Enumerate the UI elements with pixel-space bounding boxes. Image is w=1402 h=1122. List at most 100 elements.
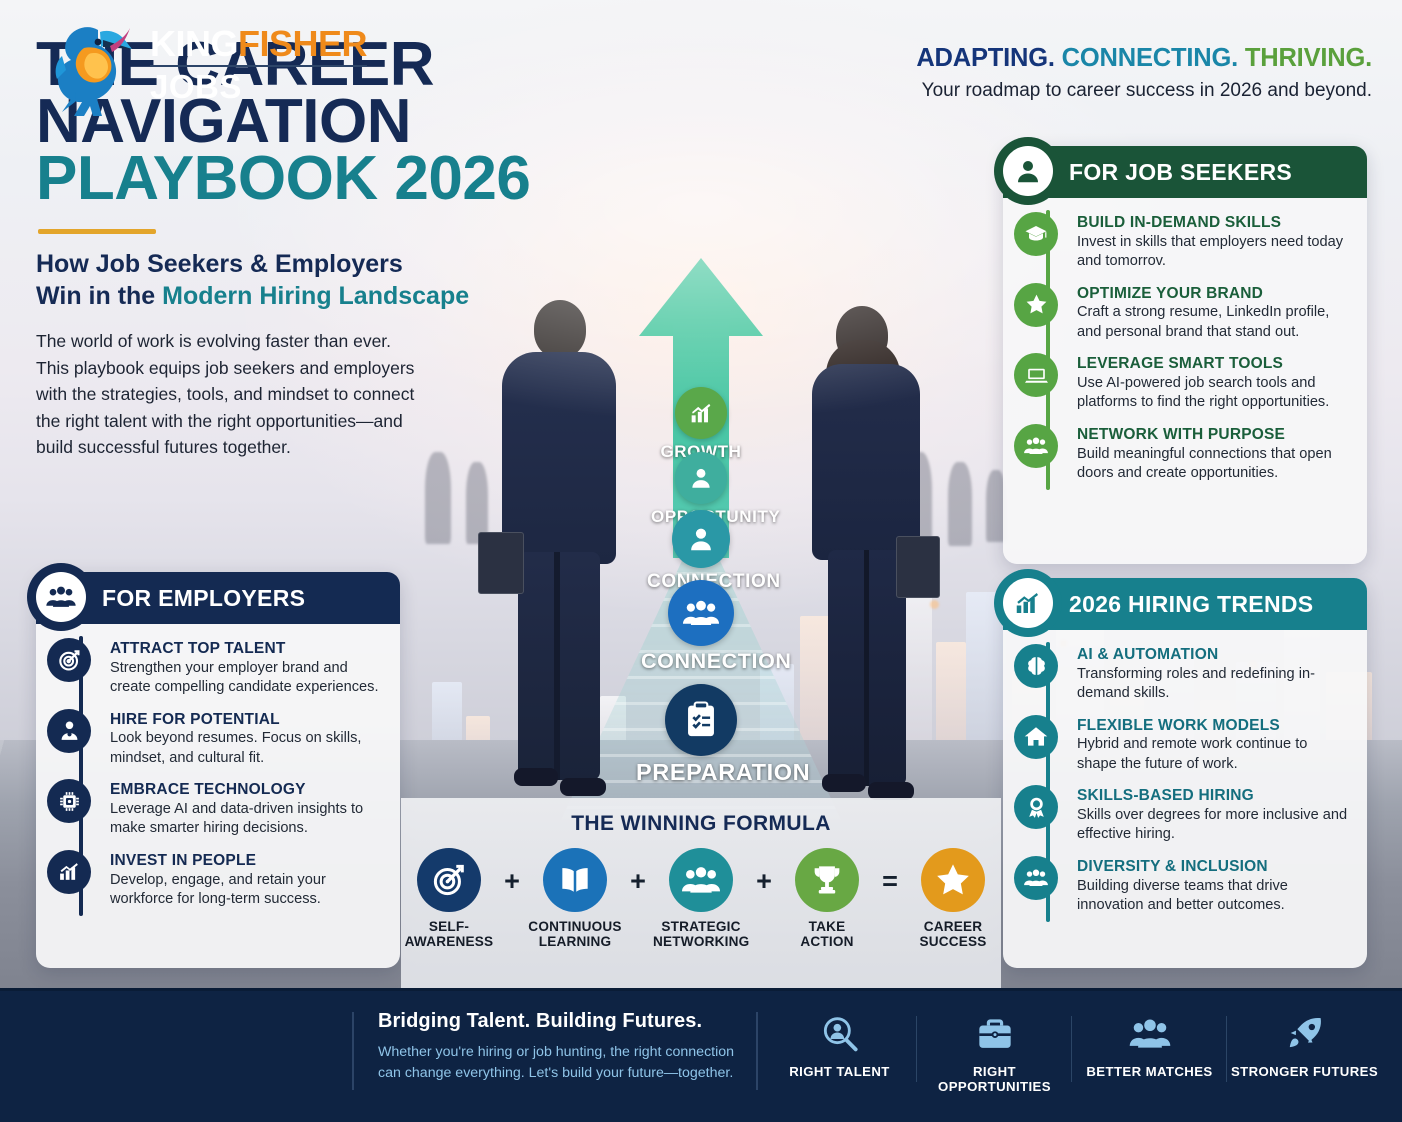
logo-jobs: JOBS <box>150 68 242 106</box>
subtitle-line-2-highlight: Modern Hiring Landscape <box>162 282 470 311</box>
step-growth: GROWTH <box>651 387 751 462</box>
list-item[interactable]: LEVERAGE SMART TOOLS Use AI-powered job … <box>1014 353 1349 413</box>
people-group-icon <box>1072 1012 1227 1056</box>
list-item[interactable]: EMBRACE TECHNOLOGY Leverage AI and data-… <box>47 779 382 839</box>
brand-logo[interactable]: KINGFISHER JOBS <box>40 14 368 118</box>
list-item-title: INVEST IN PEOPLE <box>110 851 257 869</box>
list-item-title: AI & AUTOMATION <box>1077 646 1219 663</box>
kingfisher-bird-icon <box>55 27 132 116</box>
timeline-spine <box>1046 642 1050 922</box>
winning-formula-row: SELF- AWARENESS + CONTINUOUS LEARNING + <box>401 848 1001 950</box>
trophy-icon <box>795 848 859 912</box>
list-item-desc: Develop, engage, and retain your workfor… <box>110 871 326 908</box>
list-item-title: FLEXIBLE WORK MODELS <box>1077 716 1280 734</box>
card-employers-title: FOR EMPLOYERS <box>102 584 306 611</box>
bar-chart-trend-icon <box>675 387 727 439</box>
tagline-block: ADAPTING. CONNECTING. THRIVING. Your roa… <box>852 44 1372 102</box>
list-item-title: OPTIMIZE YOUR BRAND <box>1077 284 1264 302</box>
logo-king: KING <box>150 23 239 65</box>
footer-body: Whether you're hiring or job hunting, th… <box>378 1044 735 1081</box>
list-item-desc: Hybrid and remote work continue to shape… <box>1077 736 1308 772</box>
list-item[interactable]: HIRE FOR POTENTIAL Look beyond resumes. … <box>47 708 382 769</box>
footer-headline: Bridging Talent. Building Futures. <box>378 1010 703 1032</box>
list-item-desc: Transforming roles and redefining in-dem… <box>1077 665 1315 702</box>
list-item-title: DIVERSITY & INCLUSION <box>1077 857 1268 875</box>
formula-item-take-action: TAKE ACTION <box>779 848 875 950</box>
list-item[interactable]: SKILLS-BASED HIRING Skills over degrees … <box>1014 785 1349 845</box>
list-item-desc: Build meaningful connections that open d… <box>1077 445 1332 482</box>
card-job-seekers-badge <box>994 137 1062 205</box>
list-item-desc: Skills over degrees for more inclusive a… <box>1077 807 1348 843</box>
list-item-desc: Invest in skills that employers need tod… <box>1077 233 1344 270</box>
operator-equals: = <box>882 866 898 896</box>
list-item-desc: Use AI-powered job search tools and plat… <box>1077 375 1330 411</box>
footer-pillar-label: RIGHT TALENT <box>789 1064 890 1079</box>
list-item[interactable]: ATTRACT TOP TALENT Strengthen your emplo… <box>47 638 382 698</box>
winning-formula-section: THE WINNING FORMULA SELF- AWARENESS + CO… <box>401 798 1001 988</box>
footer-pillar-right-opportunities[interactable]: RIGHT OPPORTUNITIES <box>917 1012 1072 1094</box>
target-arrow-icon <box>417 848 481 912</box>
card-job-seekers[interactable]: FOR JOB SEEKERS BUILD IN-DEMAND SKILLS I… <box>994 137 1367 564</box>
rocket-icon <box>1227 1012 1382 1056</box>
briefcase-icon <box>917 1012 1072 1056</box>
list-item[interactable]: DIVERSITY & INCLUSION Building diverse t… <box>1014 855 1349 916</box>
logo-divider <box>150 65 368 68</box>
step-label: GROWTH <box>651 442 751 462</box>
card-employers[interactable]: FOR EMPLOYERS ATTRACT TOP TALENT Strengt… <box>27 563 400 968</box>
list-item[interactable]: NETWORK WITH PURPOSE Build meaningful co… <box>1014 423 1349 484</box>
list-item[interactable]: OPTIMIZE YOUR BRAND Craft a strong resum… <box>1014 282 1349 343</box>
footer-divider <box>352 1012 354 1090</box>
card-hiring-trends-body: AI & AUTOMATION Transforming roles and r… <box>1003 630 1367 932</box>
timeline-spine <box>1046 210 1050 490</box>
list-item-title: EMBRACE TECHNOLOGY <box>110 781 306 799</box>
footer-pillar-right-talent[interactable]: RIGHT TALENT <box>762 1012 917 1094</box>
brand-wordmark: KINGFISHER JOBS <box>150 23 368 106</box>
footer-pillar-separator <box>1226 1016 1227 1082</box>
subtitle: How Job Seekers & Employers Win in the M… <box>36 248 636 312</box>
list-item-desc: Look beyond resumes. Focus on skills, mi… <box>110 730 362 766</box>
target-arrow-icon <box>47 638 91 682</box>
formula-item-label: CAREER SUCCESS <box>919 919 987 950</box>
title-divider-rule <box>38 229 156 235</box>
search-person-icon <box>762 1012 917 1056</box>
people-group-icon <box>1014 855 1058 900</box>
list-item[interactable]: BUILD IN-DEMAND SKILLS Invest in skills … <box>1014 212 1349 272</box>
list-item[interactable]: FLEXIBLE WORK MODELS Hybrid and remote w… <box>1014 714 1349 775</box>
subtitle-line-1: How Job Seekers & Employers <box>36 250 403 279</box>
formula-item-career-success: CAREER SUCCESS <box>905 848 1001 950</box>
formula-item-label: TAKE ACTION <box>800 919 854 950</box>
subtitle-line-2-plain: Win in the <box>36 282 163 311</box>
open-book-icon <box>543 848 607 912</box>
microchip-icon <box>47 779 91 824</box>
list-item-desc: Building diverse teams that drive innova… <box>1077 877 1288 914</box>
laptop-icon <box>1014 353 1058 398</box>
intro-paragraph: The world of work is evolving faster tha… <box>36 331 415 458</box>
operator-plus: + <box>630 866 646 896</box>
list-item[interactable]: AI & AUTOMATION Transforming roles and r… <box>1014 644 1349 704</box>
footer-pillar-separator <box>1071 1016 1072 1082</box>
operator-plus: + <box>504 866 520 896</box>
title-line-2: NAVIGATION <box>36 87 412 157</box>
tagline-subtitle: Your roadmap to career success in 2026 a… <box>921 80 1372 101</box>
step-label: PREPARATION <box>636 759 811 785</box>
people-group-icon <box>1014 423 1058 468</box>
card-job-seekers-body: BUILD IN-DEMAND SKILLS Invest in skills … <box>1003 198 1367 500</box>
card-hiring-trends[interactable]: 2026 HIRING TRENDS AI & AUTOMATION Trans… <box>994 569 1367 968</box>
person-icon <box>672 510 730 568</box>
footer-pillar-better-matches[interactable]: BETTER MATCHES <box>1072 1012 1227 1094</box>
list-item[interactable]: INVEST IN PEOPLE Develop, engage, and re… <box>47 849 382 910</box>
people-group-icon <box>46 586 76 607</box>
brain-icon <box>1014 644 1058 688</box>
footer-pillars: RIGHT TALENT RIGHT OPPORTUNITIES <box>762 1012 1382 1094</box>
footer-pillar-stronger-futures[interactable]: STRONGER FUTURES <box>1227 1012 1382 1094</box>
step-label: CONNECTION <box>641 649 792 673</box>
tagline-word-thriving: THRIVING. <box>1244 44 1372 72</box>
footer-pillar-label: STRONGER FUTURES <box>1230 1064 1379 1079</box>
people-group-icon <box>669 848 733 912</box>
step-connection-2: CONNECTION <box>641 580 792 674</box>
graduation-cap-icon <box>1014 212 1058 256</box>
formula-item-continuous-learning: CONTINUOUS LEARNING <box>527 848 623 950</box>
home-icon <box>1014 714 1058 759</box>
card-hiring-trends-badge <box>994 569 1062 637</box>
